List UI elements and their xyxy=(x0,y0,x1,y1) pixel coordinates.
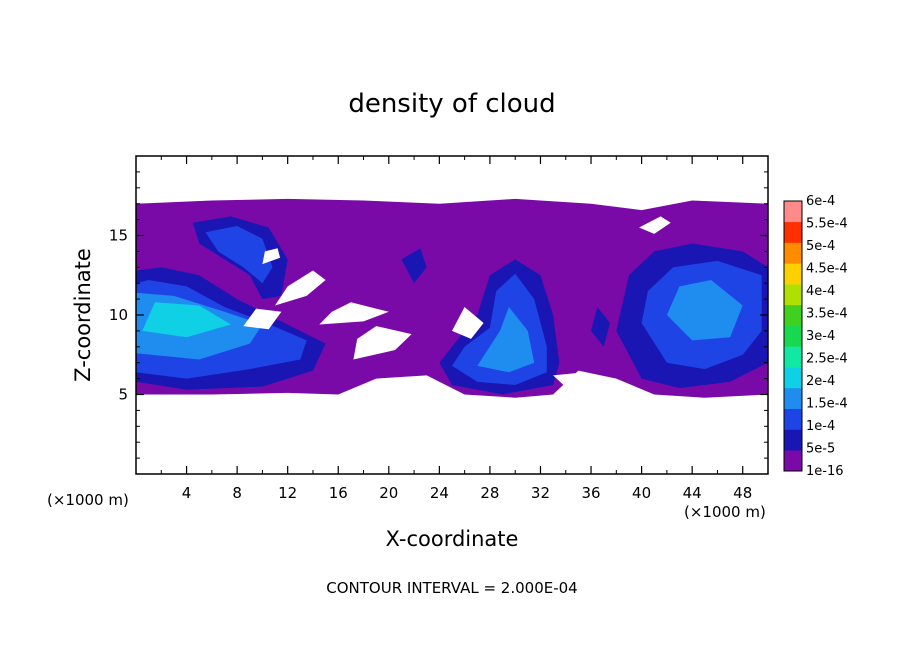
plot-area xyxy=(136,156,768,474)
colorbar-swatch xyxy=(784,409,802,430)
x-tick-label: 44 xyxy=(683,484,702,502)
colorbar-label: 3.5e-4 xyxy=(806,307,848,322)
colorbar-label: 4.5e-4 xyxy=(806,262,848,277)
colorbar-label: 2.5e-4 xyxy=(806,352,848,367)
colorbar-swatch xyxy=(784,201,802,222)
y-axis-unit: (×1000 m) xyxy=(47,491,129,509)
x-tick-label: 28 xyxy=(480,484,499,502)
colorbar-swatch xyxy=(784,305,802,326)
colorbar-label: 1e-16 xyxy=(806,464,844,479)
colorbar-label: 1e-4 xyxy=(806,419,835,434)
y-tick-label: 5 xyxy=(118,386,128,404)
y-tick-label: 10 xyxy=(109,306,128,324)
colorbar-label: 2e-4 xyxy=(806,374,835,389)
colorbar-label: 1.5e-4 xyxy=(806,397,848,412)
colorbar: 1e-16 5e-5 1e-4 1.5e-4 2e-4 2.5e-4 3e-4 3.5e-4 4… xyxy=(784,194,848,479)
colorbar-swatch xyxy=(784,346,802,367)
x-tick-label: 36 xyxy=(581,484,600,502)
colorbar-swatch xyxy=(784,284,802,305)
colorbar-label: 5.5e-4 xyxy=(806,217,848,232)
colorbar-label: 5e-4 xyxy=(806,239,835,254)
x-tick-label: 12 xyxy=(278,484,297,502)
colorbar-swatch xyxy=(784,243,802,264)
colorbar-swatch xyxy=(784,367,802,388)
colorbar-swatch xyxy=(784,429,802,450)
cloud-field xyxy=(136,199,768,398)
x-tick-label: 4 xyxy=(182,484,192,502)
x-tick-label: 32 xyxy=(531,484,550,502)
y-axis-label: Z-coordinate xyxy=(71,248,95,382)
colorbar-label: 6e-4 xyxy=(806,194,835,209)
colorbar-swatch xyxy=(784,450,802,471)
x-tick-label: 16 xyxy=(329,484,348,502)
chart-title: density of cloud xyxy=(348,89,555,119)
colorbar-label: 3e-4 xyxy=(806,329,835,344)
x-tick-label: 20 xyxy=(379,484,398,502)
colorbar-swatch xyxy=(784,263,802,284)
x-axis-unit: (×1000 m) xyxy=(684,503,766,521)
colorbar-swatch xyxy=(784,222,802,243)
colorbar-label: 5e-5 xyxy=(806,442,835,457)
x-tick-label: 24 xyxy=(430,484,449,502)
y-tick-label: 15 xyxy=(109,227,128,245)
x-tick-label: 8 xyxy=(232,484,242,502)
x-tick-label: 48 xyxy=(733,484,752,502)
colorbar-swatch xyxy=(784,388,802,409)
contour-interval-note: CONTOUR INTERVAL = 2.000E-04 xyxy=(326,579,577,597)
colorbar-swatch xyxy=(784,326,802,347)
x-axis-label: X-coordinate xyxy=(386,527,519,551)
colorbar-label: 4e-4 xyxy=(806,284,835,299)
x-tick-label: 40 xyxy=(632,484,651,502)
